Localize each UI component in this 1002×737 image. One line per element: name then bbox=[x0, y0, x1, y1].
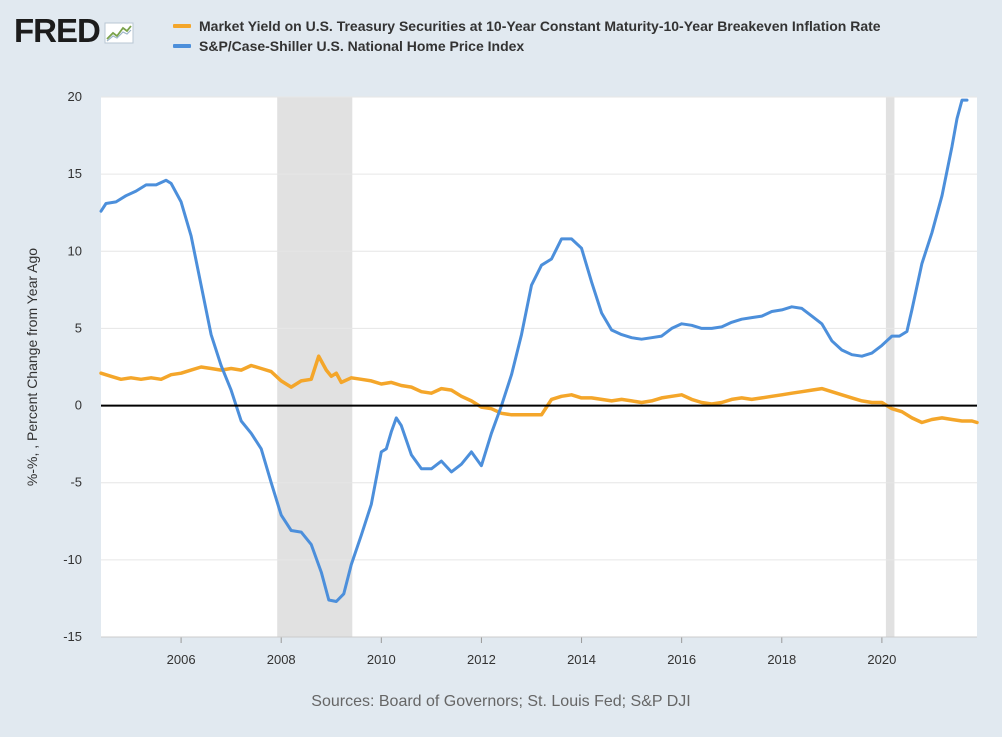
legend-item-treasury-yield[interactable]: Market Yield on U.S. Treasury Securities… bbox=[173, 17, 973, 35]
y-tick-label: 10 bbox=[68, 243, 82, 258]
x-axis-ticks: 2006 2008 2010 2012 2014 2016 2018 2020 bbox=[101, 636, 977, 667]
legend-item-home-price[interactable]: S&P/Case-Shiller U.S. National Home Pric… bbox=[173, 37, 973, 55]
x-tick-label: 2008 bbox=[267, 652, 296, 667]
y-tick-label: 20 bbox=[68, 89, 82, 104]
y-tick-label: 0 bbox=[75, 398, 82, 413]
logo-text: FRED bbox=[14, 12, 101, 49]
chart-header: FRED Market Yield on U.S. Treasury Secur… bbox=[14, 8, 994, 88]
fred-logo[interactable]: FRED bbox=[14, 12, 134, 50]
y-tick-label: 5 bbox=[75, 320, 82, 335]
series-line-home-price[interactable] bbox=[99, 98, 969, 603]
y-axis-label: %-%, , Percent Change from Year Ago bbox=[24, 248, 40, 486]
chart-legend: Market Yield on U.S. Treasury Securities… bbox=[173, 17, 973, 57]
x-tick-label: 2012 bbox=[467, 652, 496, 667]
y-axis-ticks: -15 -10 -5 0 5 10 15 20 bbox=[63, 89, 82, 644]
chart-trend-icon bbox=[104, 22, 134, 44]
y-tick-label: 15 bbox=[68, 166, 82, 181]
x-tick-label: 2010 bbox=[367, 652, 396, 667]
series-lines bbox=[99, 98, 979, 603]
x-tick-label: 2018 bbox=[767, 652, 796, 667]
legend-label: Market Yield on U.S. Treasury Securities… bbox=[199, 18, 881, 34]
series-line-treasury-yield[interactable] bbox=[99, 354, 979, 425]
legend-swatch-blue bbox=[173, 44, 191, 48]
x-tick-label: 2006 bbox=[167, 652, 196, 667]
legend-swatch-orange bbox=[173, 24, 191, 28]
source-text: Sources: Board of Governors; St. Louis F… bbox=[311, 693, 691, 710]
y-tick-label: -10 bbox=[63, 552, 82, 567]
x-tick-label: 2014 bbox=[567, 652, 596, 667]
recession-band bbox=[885, 97, 895, 637]
y-tick-label: -5 bbox=[70, 475, 82, 490]
y-tick-label: -15 bbox=[63, 629, 82, 644]
x-tick-label: 2016 bbox=[667, 652, 696, 667]
x-tick-label: 2020 bbox=[867, 652, 896, 667]
legend-label: S&P/Case-Shiller U.S. National Home Pric… bbox=[199, 38, 525, 54]
